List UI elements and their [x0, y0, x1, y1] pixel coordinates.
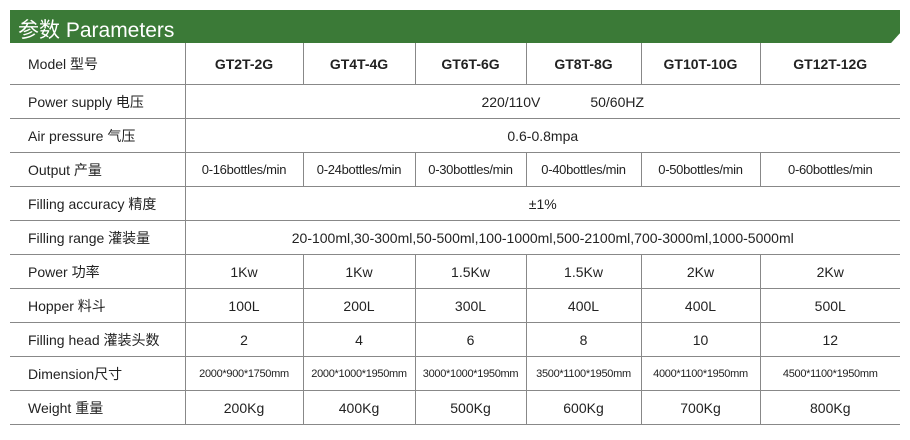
- hopper-cell: 400L: [640, 288, 760, 323]
- air-value: 0.6-0.8mpa: [184, 118, 900, 153]
- filling-head-label: Filling head 灌装头数: [10, 322, 185, 357]
- filling-range-label: Filling range 灌装量: [10, 220, 185, 255]
- range-value: 20-100ml,30-300ml,50-500ml,100-1000ml,50…: [184, 220, 900, 255]
- power-cell: 2Kw: [640, 254, 760, 289]
- head-cell: 12: [759, 322, 900, 357]
- weight-cell: 200Kg: [184, 390, 303, 425]
- models-cell: GT4T-4G: [302, 43, 415, 85]
- dimension-row: Dimension尺寸 2000*900*1750mm 2000*1000*1950…: [10, 356, 900, 391]
- model-label: Model 型号: [10, 43, 185, 85]
- power-cell: 2Kw: [759, 254, 900, 289]
- head-cell: 4: [302, 322, 415, 357]
- section-header: 参数 Parameters: [10, 10, 900, 43]
- air-pressure-row: Air pressure 气压 0.6-0.8mpa: [10, 118, 900, 153]
- output-cell: 0-24bottles/min: [302, 152, 415, 187]
- output-cell: 0-30bottles/min: [414, 152, 526, 187]
- dimension-cell: 3500*1100*1950mm: [525, 356, 641, 391]
- dimension-cell: 2000*900*1750mm: [184, 356, 303, 391]
- weight-cell: 700Kg: [640, 390, 760, 425]
- weight-cell: 500Kg: [414, 390, 526, 425]
- models-cell: GT8T-8G: [525, 43, 641, 85]
- hopper-cell: 500L: [759, 288, 900, 323]
- weight-row: Weight 重量 200Kg 400Kg 500Kg 600Kg 700Kg 800Kg: [10, 390, 900, 425]
- model-row: Model 型号 GT2T-2G GT4T-4G GT6T-6G GT8T-8G GT10…: [10, 43, 900, 85]
- dimension-cell: 4000*1100*1950mm: [640, 356, 760, 391]
- hopper-cell: 400L: [525, 288, 641, 323]
- power-label: Power 功率: [10, 254, 185, 289]
- dimension-label: Dimension尺寸: [10, 356, 185, 391]
- head-cell: 8: [525, 322, 641, 357]
- parameters-table: Model 型号 GT2T-2G GT4T-4G GT6T-6G GT8T-8G GT10…: [10, 43, 900, 425]
- output-cell: 0-60bottles/min: [759, 152, 900, 187]
- frequency: 50/60HZ: [590, 93, 645, 110]
- accuracy-value: ±1%: [184, 186, 900, 221]
- power-row: Power 功率 1Kw 1Kw 1.5Kw 1.5Kw 2Kw 2Kw: [10, 254, 900, 289]
- hopper-cell: 300L: [414, 288, 526, 323]
- output-cell: 0-40bottles/min: [525, 152, 641, 187]
- output-cell: 0-50bottles/min: [640, 152, 760, 187]
- power-cell: 1Kw: [302, 254, 415, 289]
- hopper-cell: 100L: [184, 288, 303, 323]
- head-cell: 6: [414, 322, 526, 357]
- air-pressure-label: Air pressure 气压: [10, 118, 185, 153]
- power_supply-value: 220/110V 50/60HZ: [184, 84, 900, 119]
- head-cell: 2: [184, 322, 303, 357]
- voltage: 220/110V: [481, 93, 541, 110]
- models-cell: GT2T-2G: [184, 43, 303, 85]
- hopper-cell: 200L: [302, 288, 415, 323]
- output-cell: 0-16bottles/min: [184, 152, 303, 187]
- hopper-label: Hopper 料斗: [10, 288, 185, 323]
- models-cell: GT12T-12G: [759, 43, 900, 85]
- dimension-cell: 3000*1000*1950mm: [414, 356, 526, 391]
- weight-label: Weight 重量: [10, 390, 185, 425]
- weight-cell: 400Kg: [302, 390, 415, 425]
- dimension-cell: 4500*1100*1950mm: [759, 356, 900, 391]
- output-label: Output 产量: [10, 152, 185, 187]
- weight-cell: 600Kg: [525, 390, 641, 425]
- hopper-row: Hopper 料斗 100L 200L 300L 400L 400L 500L: [10, 288, 900, 323]
- power-cell: 1Kw: [184, 254, 303, 289]
- accuracy-label: Filling accuracy 精度: [10, 186, 185, 221]
- accuracy-row: Filling accuracy 精度 ±1%: [10, 186, 900, 221]
- section-title: 参数 Parameters: [18, 19, 175, 42]
- output-row: Output 产量 0-16bottles/min 0-24bottles/min 0…: [10, 152, 900, 187]
- models-cell: GT10T-10G: [640, 43, 760, 85]
- head-cell: 10: [640, 322, 760, 357]
- dimension-cell: 2000*1000*1950mm: [302, 356, 415, 391]
- power-supply-row: Power supply 电压 220/110V 50/60HZ: [10, 84, 900, 119]
- filling-range-row: Filling range 灌装量 20-100ml,30-300ml,50-50…: [10, 220, 900, 255]
- filling-head-row: Filling head 灌装头数 2 4 6 8 10 12: [10, 322, 900, 357]
- weight-cell: 800Kg: [759, 390, 900, 425]
- power-cell: 1.5Kw: [525, 254, 641, 289]
- power-supply-label: Power supply 电压: [10, 84, 185, 119]
- power-cell: 1.5Kw: [414, 254, 526, 289]
- models-cell: GT6T-6G: [414, 43, 526, 85]
